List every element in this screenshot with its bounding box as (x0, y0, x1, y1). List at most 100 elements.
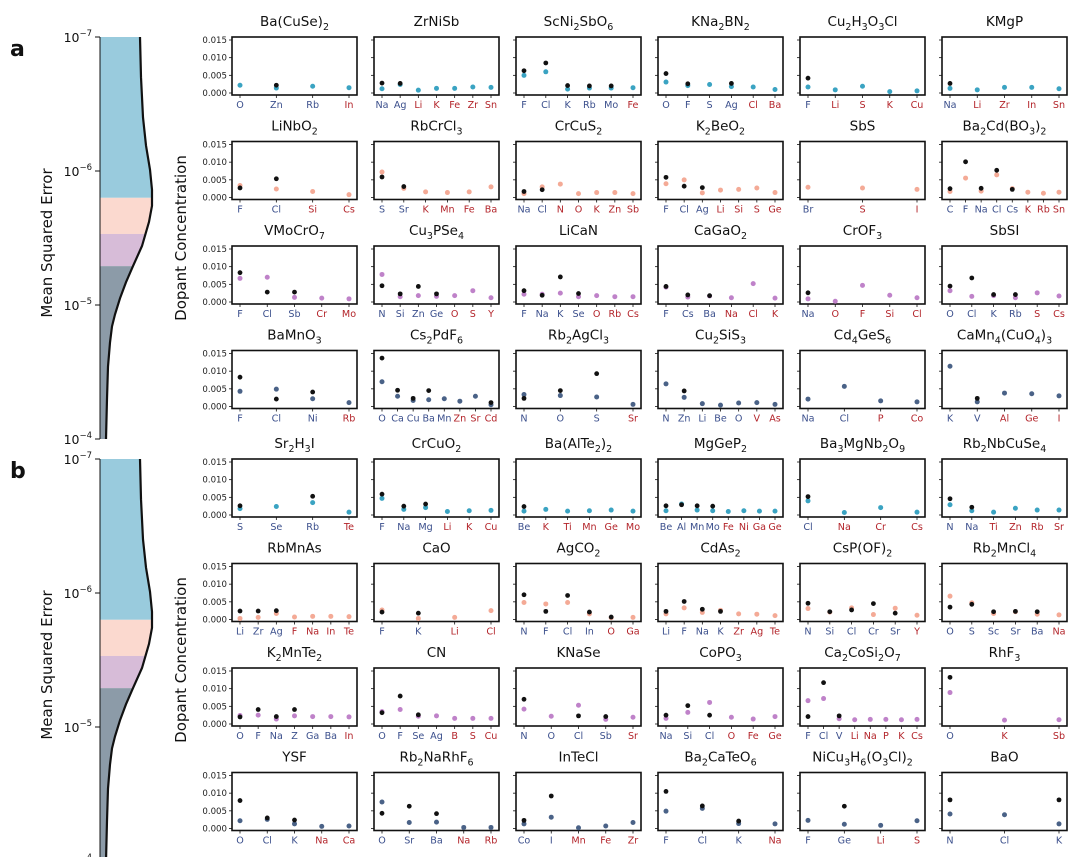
predicted-point (1002, 717, 1007, 723)
predicted-point (969, 508, 975, 514)
plot-frame (799, 245, 926, 305)
predicted-point (319, 823, 325, 829)
true-point (1013, 608, 1018, 614)
y-tick-label: 0.015 (202, 245, 227, 255)
x-tick-label: F (963, 205, 969, 216)
predicted-point (488, 295, 494, 301)
x-tick-label: Be (714, 414, 727, 425)
x-tick-label: Na (517, 205, 530, 216)
predicted-point (805, 84, 811, 90)
panel-title: VMoCrO7 (264, 223, 325, 242)
dopant-concentration-label: Dopant Concentration (172, 577, 190, 743)
scatter-panel: K2MnTe2 0.000 0.005 0.010 0.015 O F Na Z Ga Ba In (202, 645, 358, 742)
x-tick-label: F (805, 100, 811, 111)
x-tick-label: Cl (574, 731, 583, 742)
true-point (576, 291, 581, 296)
panel-title: SbSI (990, 223, 1020, 239)
panel-title: CsP(OF)2 (833, 541, 893, 560)
x-tick-label: F (805, 731, 811, 742)
plot-frame (799, 667, 926, 727)
predicted-point (292, 821, 297, 827)
violin-section-b: b 10−7 10−6 10−5 10−4 Mean Squared Error Dopan… (10, 451, 190, 857)
violin-tick-label: 10−6 (64, 585, 92, 601)
predicted-point (608, 507, 614, 513)
scatter-panel: Rb2MnCl4 O S Sc Sr Ba Na (939, 541, 1068, 638)
predicted-point (461, 824, 467, 830)
x-tick-label: Fe (600, 836, 611, 847)
scatter-panel: Ba(AlTe2)2 Be K Ti Mn Ge Mo (513, 436, 642, 533)
predicted-point (521, 508, 527, 514)
x-tick-label: Sr (470, 414, 480, 425)
x-tick-label: Ag (725, 100, 738, 111)
x-tick-label: Sr (890, 627, 900, 638)
x-tick-label: Na (801, 309, 814, 320)
true-point (969, 504, 975, 510)
predicted-point (878, 822, 884, 828)
true-point (1013, 292, 1018, 297)
x-tick-label: Cl (537, 205, 546, 216)
true-point (969, 275, 975, 281)
x-tick-label: Ba (485, 205, 497, 216)
predicted-point (772, 295, 778, 301)
x-tick-label: Sb (600, 731, 612, 742)
predicted-point (273, 386, 279, 392)
panel-title: CdAs2 (700, 541, 740, 560)
plot-frame (657, 667, 784, 727)
x-tick-label: S (969, 627, 975, 638)
panel-title: ScNi2SbO6 (544, 14, 614, 33)
predicted-point (557, 181, 563, 187)
true-point (1034, 609, 1040, 615)
x-tick-label: K (736, 836, 743, 847)
true-point (947, 186, 953, 192)
predicted-point (612, 190, 618, 196)
predicted-point (694, 507, 700, 513)
predicted-point (346, 714, 352, 720)
true-point (576, 713, 581, 719)
x-tick-label: Ge (768, 205, 781, 216)
panel-title: KNa2BN2 (691, 14, 750, 33)
scatter-panel: CaGaO2 F Cs Ba Na Cl K (655, 223, 784, 320)
x-tick-label: Na (315, 836, 328, 847)
plot-frame (515, 140, 642, 201)
predicted-point (346, 85, 352, 91)
predicted-point (434, 713, 439, 719)
panel-title: ZrNiSb (414, 14, 460, 30)
true-point (827, 609, 833, 615)
x-tick-label: Zr (253, 627, 264, 638)
predicted-point (991, 509, 997, 515)
x-tick-label: N (946, 836, 953, 847)
scatter-panel: Cs2PdF6 O Ca Cu Ba Mn Zn Sr Cd (371, 328, 500, 425)
violin-section-a: a 10−7 10−6 10−5 10−4 Mean Squared Error Dopan… (10, 29, 190, 447)
x-tick-label: Si (683, 731, 692, 742)
x-tick-label: Rb (608, 309, 621, 320)
x-tick-label: Cs (627, 309, 639, 320)
predicted-point (772, 190, 778, 196)
x-tick-label: S (707, 100, 713, 111)
y-tick-label: 0.005 (202, 493, 227, 503)
plot-frame (515, 771, 642, 832)
x-tick-label: O (831, 309, 839, 320)
y-tick-label: 0.000 (202, 89, 227, 99)
scatter-panel: Cu2H3O3Cl F Li S K Cu (797, 14, 926, 111)
true-point (947, 81, 953, 86)
true-point (273, 608, 279, 614)
x-tick-label: Ba (703, 309, 715, 320)
plot-frame (657, 349, 784, 410)
x-tick-label: Cu (407, 414, 420, 425)
predicted-point (415, 87, 421, 93)
x-tick-label: Sr (404, 836, 414, 847)
panel-title: InTeCl (559, 750, 599, 766)
x-tick-label: Na (1052, 627, 1065, 638)
x-tick-label: Cl (819, 731, 828, 742)
true-point (521, 288, 527, 294)
predicted-point (521, 706, 527, 712)
x-tick-label: O (946, 309, 954, 320)
predicted-point (444, 508, 450, 514)
y-tick-label: 0.000 (202, 403, 227, 413)
predicted-point (718, 187, 723, 193)
x-tick-label: O (607, 627, 615, 638)
predicted-point (892, 605, 898, 611)
plot-frame (941, 562, 1068, 623)
x-tick-label: Ti (988, 522, 997, 533)
